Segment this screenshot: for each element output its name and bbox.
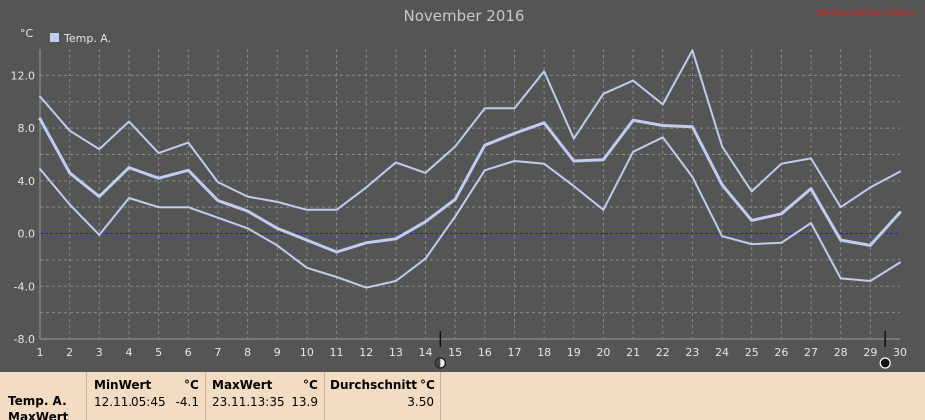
legend-entry: Temp. A. bbox=[63, 32, 111, 45]
min-column: MinWert °C 12.11. 05:45 -4.1 bbox=[87, 372, 206, 420]
y-axis-unit: °C bbox=[20, 27, 34, 40]
max-time: 13:35 bbox=[250, 395, 285, 409]
x-tick-label: 25 bbox=[745, 346, 759, 359]
legend-swatch bbox=[50, 33, 59, 42]
max-value: 13.9 bbox=[291, 395, 318, 409]
x-tick-label: 7 bbox=[214, 346, 221, 359]
y-tick-label: 8.0 bbox=[18, 122, 36, 135]
y-tick-label: -4.0 bbox=[14, 280, 35, 293]
grid bbox=[40, 49, 900, 339]
avg-column: Durchschnitt °C 3.50 bbox=[325, 372, 441, 420]
x-tick-label: 27 bbox=[804, 346, 818, 359]
x-tick-label: 21 bbox=[626, 346, 640, 359]
axis-lines bbox=[39, 49, 900, 340]
min-value: -4.1 bbox=[175, 395, 199, 409]
y-tick-label: 12.0 bbox=[11, 69, 36, 82]
x-tick-label: 15 bbox=[448, 346, 462, 359]
x-tick-label: 12 bbox=[359, 346, 373, 359]
waxing-moon-icon bbox=[434, 357, 446, 369]
x-ticks: 1 2 3 4 5 6 7 8 9 10 11 12 13 14 15 16 17 18 19 20 21 22 23 24 2… bbox=[37, 346, 908, 359]
x-tick-label: 18 bbox=[537, 346, 551, 359]
avg-unit: °C bbox=[420, 378, 435, 392]
temperature-chart: November 2016 Wetterstation Hahn °C Temp… bbox=[11, 7, 914, 369]
stats-next-row-label: MaxWert bbox=[8, 410, 69, 420]
max-date: 23.11. bbox=[212, 395, 251, 409]
x-tick-label: 9 bbox=[274, 346, 281, 359]
x-tick-label: 24 bbox=[715, 346, 729, 359]
station-label: Wetterstation Hahn bbox=[817, 8, 914, 19]
x-tick-label: 5 bbox=[155, 346, 162, 359]
x-tick-label: 14 bbox=[419, 346, 433, 359]
y-ticks: -8.0 -4.0 0.0 4.0 8.0 12.0 bbox=[11, 69, 36, 346]
x-tick-label: 6 bbox=[185, 346, 192, 359]
x-tick-label: 26 bbox=[774, 346, 788, 359]
y-tick-label: 4.0 bbox=[18, 175, 36, 188]
x-tick-label: 19 bbox=[567, 346, 581, 359]
max-column: MaxWert °C 23.11. 13:35 13.9 bbox=[206, 372, 325, 420]
stats-label-column: Temp. A. MaxWert bbox=[0, 372, 87, 420]
min-date: 12.11. bbox=[94, 395, 133, 409]
x-tick-label: 17 bbox=[507, 346, 521, 359]
series-line-avg bbox=[38, 117, 902, 254]
min-unit: °C bbox=[184, 378, 199, 392]
series-line-min bbox=[39, 136, 901, 289]
x-tick-label: 2 bbox=[66, 346, 73, 359]
x-tick-label: 20 bbox=[596, 346, 610, 359]
x-tick-label: 1 bbox=[37, 346, 44, 359]
stats-row-label: Temp. A. bbox=[8, 394, 67, 408]
x-tick-label: 23 bbox=[685, 346, 699, 359]
x-tick-label: 4 bbox=[125, 346, 132, 359]
axes bbox=[39, 49, 900, 340]
x-tick-label: 11 bbox=[330, 346, 344, 359]
statistics-panel: Temp. A. MaxWert MinWert °C 12.11. 05:45… bbox=[0, 372, 925, 420]
min-header: MinWert bbox=[94, 378, 152, 392]
new-moon-icon bbox=[879, 357, 891, 369]
min-time: 05:45 bbox=[131, 395, 166, 409]
x-tick-label: 22 bbox=[656, 346, 670, 359]
max-header: MaxWert bbox=[212, 378, 273, 392]
y-tick-label: 0.0 bbox=[18, 228, 36, 241]
moon-markers bbox=[434, 331, 891, 369]
x-tick-label: 10 bbox=[300, 346, 314, 359]
x-tick-label: 16 bbox=[478, 346, 492, 359]
chart-title: November 2016 bbox=[404, 7, 525, 25]
avg-header: Durchschnitt bbox=[330, 378, 418, 392]
x-tick-label: 28 bbox=[834, 346, 848, 359]
x-tick-label: 13 bbox=[389, 346, 403, 359]
x-tick-label: 3 bbox=[96, 346, 103, 359]
y-tick-label: -8.0 bbox=[14, 333, 35, 346]
x-tick-label: 29 bbox=[863, 346, 877, 359]
series-line-max bbox=[39, 49, 901, 211]
x-tick-label: 8 bbox=[244, 346, 251, 359]
avg-value: 3.50 bbox=[407, 395, 434, 409]
series-lines bbox=[38, 49, 902, 289]
x-tick-label: 30 bbox=[893, 346, 907, 359]
max-unit: °C bbox=[303, 378, 318, 392]
